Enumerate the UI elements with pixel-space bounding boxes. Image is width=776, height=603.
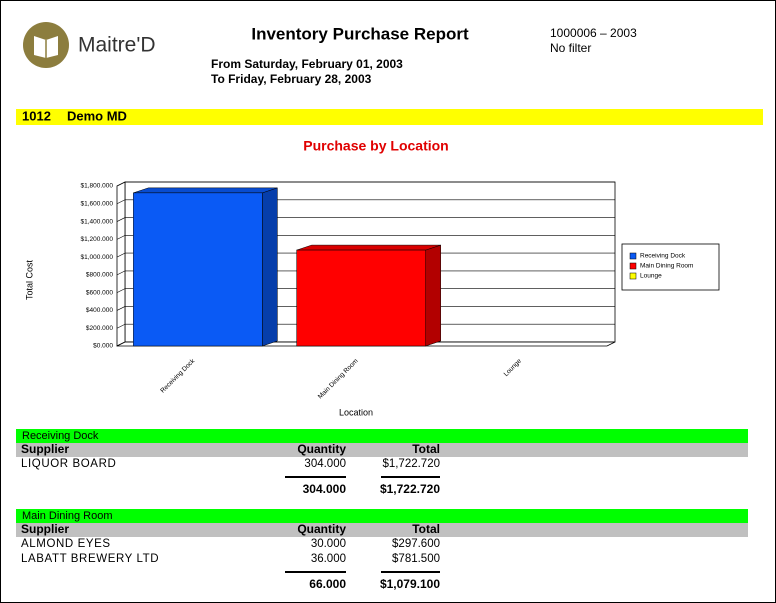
bar: [296, 249, 426, 347]
left-wall: [116, 181, 126, 347]
total: $1,722.720: [380, 482, 440, 496]
grid-diagonal: [116, 270, 126, 276]
bar-top-shade: [296, 245, 441, 251]
cell: $1,722.720: [382, 458, 440, 470]
section-bar: [16, 109, 763, 125]
column-header: Quantity: [297, 442, 346, 456]
y-tick-label: $200.000: [86, 325, 113, 332]
group-name: Receiving Dock: [22, 430, 99, 442]
legend-box: [621, 243, 720, 291]
total: 304.000: [303, 482, 347, 496]
y-tick-label: $1,600.000: [80, 200, 113, 207]
grid-diagonal: [116, 217, 126, 222]
date-to: To Friday, February 28, 2003: [211, 72, 372, 86]
cell: $297.600: [392, 538, 440, 550]
cell: LABATT BREWERY LTD: [21, 553, 159, 565]
logo: Maitre'D: [23, 22, 156, 68]
header-row: [16, 443, 748, 457]
report-title: Inventory Purchase Report: [251, 24, 469, 43]
group-name: Main Dining Room: [22, 510, 112, 522]
section-name: Demo MD: [67, 108, 127, 123]
legend-label: Lounge: [640, 273, 662, 280]
group-bar: [16, 429, 748, 443]
y-tick-label: $400.000: [86, 307, 113, 314]
logo-text: Maitre'D: [78, 34, 156, 57]
grid-diagonal: [116, 235, 126, 240]
column-header: Supplier: [21, 522, 69, 536]
y-tick-label: $1,800.000: [80, 183, 113, 190]
bar-side-shade: [262, 187, 278, 346]
grid-diagonal: [116, 341, 126, 347]
legend-swatch: [629, 272, 637, 280]
filter: No filter: [550, 41, 591, 55]
bar: [133, 192, 263, 347]
group-bar: [16, 509, 748, 523]
cell: 36.000: [311, 553, 346, 565]
bar-top-shade: [133, 187, 278, 193]
y-tick-label: $1,400.000: [80, 218, 113, 225]
cell: LIQUOR BOARD: [21, 458, 116, 470]
y-tick-label: $800.000: [86, 272, 113, 279]
bar-side-shade: [425, 245, 441, 346]
column-header: Quantity: [297, 522, 346, 536]
y-tick-label: $1,200.000: [80, 236, 113, 243]
legend-swatch: [629, 252, 637, 260]
legend-label: Receiving Dock: [640, 253, 686, 260]
grid-diagonal: [116, 252, 126, 258]
y-tick-label: $600.000: [86, 289, 113, 296]
date-from: From Saturday, February 01, 2003: [211, 57, 403, 71]
cell: 30.000: [311, 538, 346, 550]
cell: 304.000: [304, 458, 346, 470]
y-tick-label: $0.000: [93, 343, 113, 350]
report-id: 1000006 – 2003: [550, 26, 637, 40]
header-row: [16, 523, 748, 537]
grid-diagonal: [116, 181, 126, 187]
grid-diagonal: [116, 199, 126, 205]
total: 66.000: [309, 577, 346, 591]
grid-diagonal: [116, 306, 126, 311]
column-header: Supplier: [21, 442, 69, 456]
chart-title: Purchase by Location: [303, 138, 448, 154]
y-axis-label: Total Cost: [24, 259, 34, 300]
y-tick-label: $1,000.000: [80, 254, 113, 261]
section-code: 1012: [22, 108, 51, 123]
legend-label: Main Dining Room: [640, 263, 693, 270]
grid-diagonal: [116, 288, 126, 293]
cell: $781.500: [392, 553, 440, 565]
total: $1,079.100: [380, 577, 440, 591]
grid-diagonal: [116, 323, 126, 329]
column-header: Total: [412, 442, 440, 456]
legend-swatch: [629, 262, 637, 270]
column-header: Total: [412, 522, 440, 536]
cell: ALMOND EYES: [21, 538, 111, 550]
x-axis-label: Location: [339, 407, 373, 417]
